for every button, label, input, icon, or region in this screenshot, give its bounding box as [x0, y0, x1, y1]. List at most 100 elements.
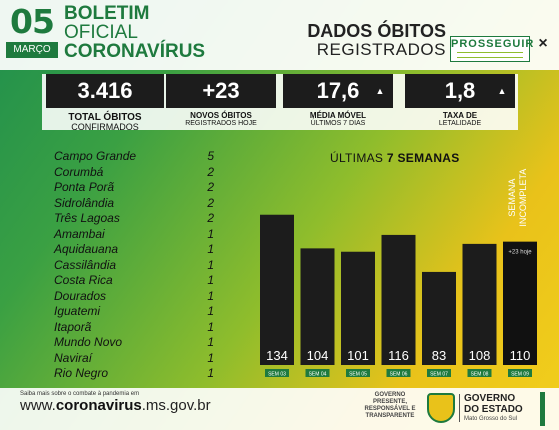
footer-band [0, 388, 559, 430]
date-month: MARÇO [6, 42, 58, 58]
today-note: +23 hoje [508, 250, 532, 256]
city-death-count: 1 [207, 242, 214, 256]
week-tag [508, 369, 532, 377]
city-death-count: 1 [207, 226, 214, 241]
city-name: Cassilândia [54, 257, 117, 272]
footer-info-text: Saiba mais sobre o combate à pandemia em [20, 391, 140, 397]
city-death-count: 1 [207, 319, 214, 334]
bar-value-label: 104 [307, 348, 329, 363]
prosseguir-logo: PROSSEGUIR [450, 36, 535, 62]
footer-url-link[interactable]: www.coronavirus.ms.gov.br [20, 397, 211, 414]
city-row: Iguatemi 1 [54, 304, 214, 320]
section-heading: DADOS ÓBITOS REGISTRADOS [300, 22, 446, 59]
date-badge: 05 MARÇO [6, 4, 58, 60]
incomplete-week-label-1: SEMANA [507, 179, 517, 217]
prosseguir-logo-lines [457, 52, 523, 58]
city-name: Dourados [54, 288, 107, 303]
government-tagline-line-4: TRANSPARENTE [365, 413, 415, 419]
stat-total-sublabel: CONFIRMADOS [71, 122, 139, 132]
city-row: Mundo Novo 1 [54, 335, 214, 351]
city-name: Aquidauana [54, 242, 119, 256]
week-tag [346, 369, 370, 377]
bar-value-label: 134 [266, 348, 288, 363]
stat-new-deaths: +23 NOVOS ÓBITOS REGISTRADOS HOJE [166, 74, 276, 130]
state-crest-icon [427, 393, 455, 423]
footer-url-suffix: .ms.gov.br [141, 397, 211, 414]
city-row: Ponta Porã 2 [54, 180, 214, 196]
city-name: Itaporã [54, 319, 92, 334]
government-tagline-line-2: PRESENTE, [372, 399, 407, 405]
bar [422, 271, 456, 365]
week-label: SEM 05 [349, 372, 367, 378]
city-row: Campo Grande 5 [54, 149, 214, 165]
stat-moving-average: 17,6 ▲ MÉDIA MÓVEL ÚLTIMOS 7 DIAS [283, 74, 393, 130]
city-name: Sidrolândia [54, 195, 115, 210]
government-name-line-3: Mato Grosso do Sul [464, 416, 518, 422]
government-tagline-line-3: RESPONSÁVEL E [364, 406, 416, 412]
stat-lethality-value: 1,8 [405, 74, 515, 108]
city-list: Campo Grande 5 Corumbá 2 Ponta Porã 2 Sidrolân… [54, 149, 214, 382]
week-label: SEM 04 [309, 372, 327, 378]
bar [381, 234, 416, 365]
week-tag [427, 369, 451, 377]
government-name-line-1: GOVERNO [464, 393, 516, 404]
city-death-count: 1 [207, 273, 214, 287]
week-label: SEM 06 [390, 372, 408, 378]
footer-url-bold: coronavirus [55, 397, 142, 414]
city-row: Aquidauana 1 [54, 242, 214, 258]
city-row: Costa Rica 1 [54, 273, 214, 289]
city-death-count: 1 [207, 350, 214, 365]
city-row: Cassilândia 1 [54, 258, 214, 274]
incomplete-week-label-2: INCOMPLETA [518, 169, 528, 227]
stat-lethality-sublabel: LETALIDADE [438, 120, 482, 127]
government-tagline-line-1: GOVERNO [374, 392, 406, 398]
city-death-count: 1 [207, 257, 214, 272]
close-icon[interactable]: × [538, 35, 548, 52]
stat-new-sublabel: REGISTRADOS HOJE [185, 120, 257, 127]
footer-url-prefix: www. [20, 397, 56, 414]
city-name: Naviraí [54, 350, 93, 365]
bar [503, 241, 537, 365]
city-death-count: 1 [207, 335, 214, 349]
government-name-line-2: DO ESTADO [464, 404, 523, 415]
stat-moving-average-label: MÉDIA MÓVEL [309, 111, 367, 120]
city-row: Rio Negro 1 [54, 366, 214, 382]
city-name: Costa Rica [54, 273, 113, 287]
bar-value-label: 110 [510, 348, 531, 363]
stat-total-deaths: 3.416 TOTAL ÓBITOS CONFIRMADOS [46, 74, 164, 132]
bar [462, 243, 497, 365]
bar [260, 214, 294, 365]
up-arrow-icon: ▲ [497, 86, 507, 96]
city-death-count: 1 [207, 366, 214, 380]
city-name: Amambai [54, 226, 105, 241]
up-arrow-icon: ▲ [375, 86, 385, 96]
city-row: Corumbá 2 [54, 165, 214, 181]
city-name: Campo Grande [54, 149, 137, 163]
city-death-count: 5 [207, 149, 214, 163]
bar-value-label: 116 [388, 348, 409, 363]
footer-accent-bar [540, 392, 545, 426]
week-tag [386, 369, 411, 377]
week-tag [467, 369, 492, 377]
week-tag [305, 369, 330, 377]
prosseguir-logo-text: PROSSEGUIR [451, 38, 535, 50]
city-row: Amambai 1 [54, 227, 214, 243]
section-heading-line-1: DADOS ÓBITOS [307, 21, 446, 41]
chart-title: ÚLTIMAS 7 SEMANAS [330, 151, 470, 165]
week-label: SEM 09 [511, 372, 529, 378]
stat-lethality-label: TAXA DE [442, 111, 478, 120]
weekly-deaths-chart: 134 SEM 03 104 SEM 04 101 SEM 05 116 SEM 06 83 SE… [260, 169, 537, 378]
chart-title-bold: 7 SEMANAS [386, 151, 460, 165]
city-row: Itaporã 1 [54, 320, 214, 336]
stat-lethality: 1,8 ▲ TAXA DE LETALIDADE [405, 74, 515, 130]
bar [300, 248, 335, 365]
city-death-count: 2 [207, 180, 214, 194]
city-name: Corumbá [54, 164, 104, 179]
stat-total-label: TOTAL ÓBITOS [68, 112, 142, 123]
city-name: Rio Negro [54, 366, 109, 380]
stat-new-value: +23 [166, 74, 276, 108]
city-name: Três Lagoas [54, 211, 120, 225]
stat-new-label: NOVOS ÓBITOS [190, 111, 252, 120]
city-death-count: 2 [207, 211, 214, 225]
city-name: Mundo Novo [54, 335, 123, 349]
